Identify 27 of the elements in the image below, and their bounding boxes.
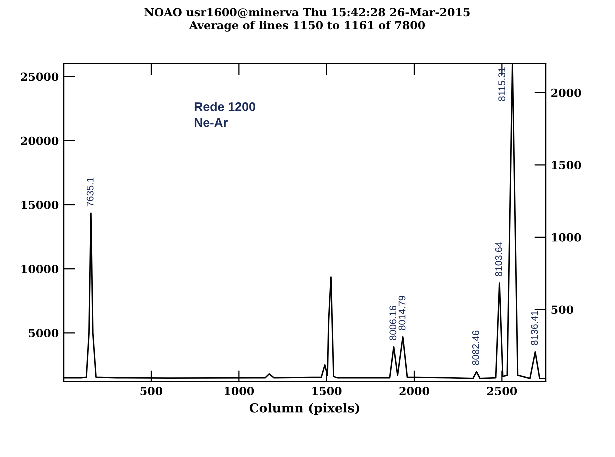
y2-tick-label: 2000 [552,88,582,98]
x-tick-label: 1500 [312,387,342,396]
y-tick-label: 15000 [22,200,59,210]
y2-tick-label: 1000 [552,233,582,242]
x-tick-label: 1000 [225,387,254,396]
x-tick-label: 2000 [400,387,430,396]
annotation: 8082.46 [472,330,480,366]
y-tick-label: 25000 [21,72,59,82]
annotation: 8103.64 [495,242,502,277]
chart-title: NOAO usr1600@minerva Thu 15:42:28 26-Mar-2015 [144,8,470,18]
chart-subtitle: Average of lines 1150 to 1161 of 7800 [189,21,426,32]
annotation: 8014.79 [398,296,406,330]
annotation: Ne-Ar [194,118,228,128]
x-axis-title: Column (pixels) [250,403,360,416]
line-series [64,64,546,380]
annotation: 8006.16 [390,306,397,340]
y2-tick-label: 1500 [552,161,582,170]
x-tick-label: 500 [140,387,163,396]
y2-tick-label: 500 [552,306,574,314]
annotation: 8115.31 [498,68,506,102]
x-tick-label: 2500 [487,387,518,396]
annotation: 7635.1 [86,178,94,207]
y-tick-label: 20000 [21,136,59,146]
annotation: Rede 1200 [194,102,256,112]
annotation: 8136.41 [531,311,538,346]
y-tick-label: 10000 [22,265,59,274]
y-tick-label: 5000 [29,329,59,338]
